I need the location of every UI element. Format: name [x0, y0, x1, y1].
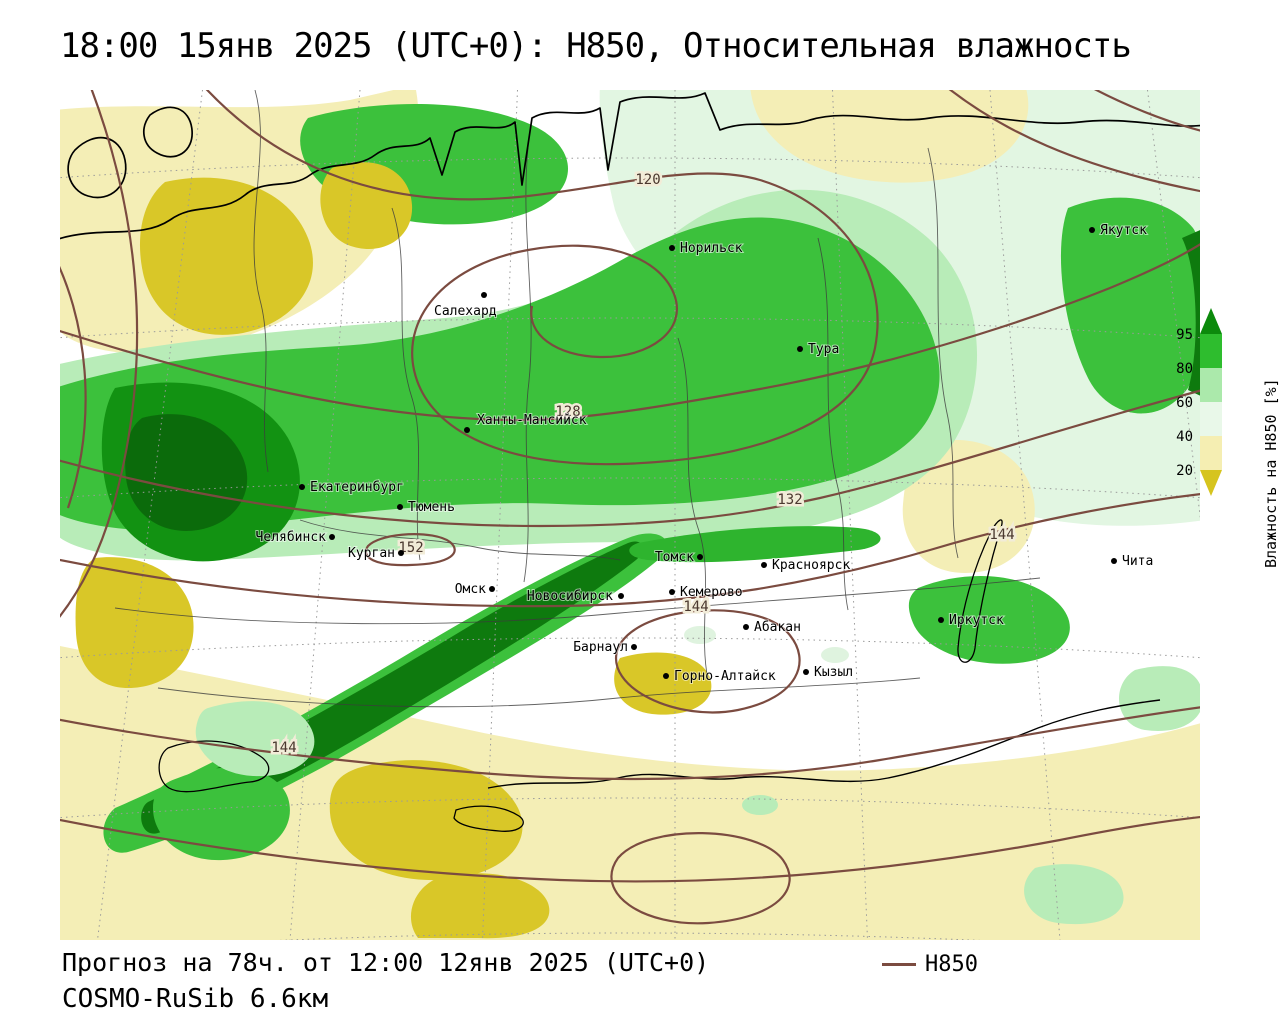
contour-value-label: 144 [271, 740, 296, 756]
colorbar-scale: 95 80 60 40 20 [1145, 292, 1280, 622]
city-label: Тюмень [408, 500, 455, 515]
city-label: Барнаул [573, 640, 628, 655]
forecast-map: 120128132152144144144 НорильскСалехардТу… [60, 90, 1200, 940]
city-marker [669, 245, 675, 251]
city-marker [743, 624, 749, 630]
colorbar-tick-label: 95 [1176, 327, 1193, 343]
city-label: Салехард [434, 304, 497, 319]
colorbar-tick-label: 20 [1176, 463, 1193, 479]
humidity-field-shape [684, 626, 716, 644]
city-label: Иркутск [949, 613, 1004, 628]
city-label: Якутск [1100, 223, 1147, 238]
city-label: Красноярск [772, 558, 850, 573]
city-label: Норильск [680, 241, 743, 256]
city-marker [1089, 227, 1095, 233]
colorbar-arrow-bottom [1200, 470, 1222, 496]
city-marker [938, 617, 944, 623]
city-marker [398, 550, 404, 556]
h850-line-sample [882, 963, 916, 966]
weather-map-page: 18:00 15янв 2025 (UTC+0): H850, Относите… [0, 0, 1280, 1024]
city-marker [797, 346, 803, 352]
city-label: Омск [455, 582, 486, 597]
humidity-field-shape [742, 795, 778, 815]
city-marker [464, 427, 470, 433]
city-label: Томск [655, 550, 694, 565]
contour-legend: H850 [882, 952, 978, 977]
city-label: Челябинск [256, 530, 327, 545]
city-marker [489, 586, 495, 592]
city-marker [329, 534, 335, 540]
contour-value-label: 120 [635, 172, 660, 188]
contour-value-label: 144 [683, 599, 708, 615]
humidity-field-shape [1119, 666, 1200, 731]
model-info: COSMO-RuSib 6.6км [62, 984, 328, 1014]
colorbar-segment [1200, 334, 1222, 368]
colorbar-segment [1200, 402, 1222, 436]
city-label: Новосибирск [527, 589, 613, 604]
city-marker [803, 669, 809, 675]
city-marker [697, 554, 703, 560]
colorbar: 95 80 60 40 20 [1145, 292, 1280, 622]
city-marker [618, 593, 624, 599]
contour-value-label: 144 [989, 527, 1014, 543]
city-label: Ханты-Мансийск [477, 413, 587, 428]
city-label: Екатеринбург [310, 480, 404, 495]
colorbar-tick-label: 40 [1176, 429, 1193, 445]
humidity-field [60, 90, 1200, 940]
colorbar-segment [1200, 368, 1222, 402]
city-label: Кемерово [680, 585, 743, 600]
colorbar-arrow-top [1200, 308, 1222, 334]
city-marker [481, 292, 487, 298]
colorbar-segment [1200, 436, 1222, 470]
h850-legend-label: H850 [925, 952, 978, 977]
city-label: Абакан [754, 620, 801, 635]
contour-value-label: 132 [777, 492, 802, 508]
city-label: Кызыл [814, 665, 853, 680]
colorbar-tick-label: 60 [1176, 395, 1193, 411]
city-label: Курган [348, 546, 395, 561]
city-marker [663, 673, 669, 679]
forecast-info: Прогноз на 78ч. от 12:00 12янв 2025 (UTC… [62, 948, 709, 977]
humidity-field-shape [821, 647, 849, 663]
city-marker [669, 589, 675, 595]
city-marker [397, 504, 403, 510]
colorbar-title: Влажность на H850 [%] [1262, 378, 1280, 568]
city-marker [299, 484, 305, 490]
colorbar-tick-label: 80 [1176, 361, 1193, 377]
page-title: 18:00 15янв 2025 (UTC+0): H850, Относите… [60, 26, 1131, 66]
city-label: Горно-Алтайск [674, 669, 776, 684]
city-marker [631, 644, 637, 650]
city-marker [1111, 558, 1117, 564]
city-marker [761, 562, 767, 568]
city-label: Тура [808, 342, 839, 357]
